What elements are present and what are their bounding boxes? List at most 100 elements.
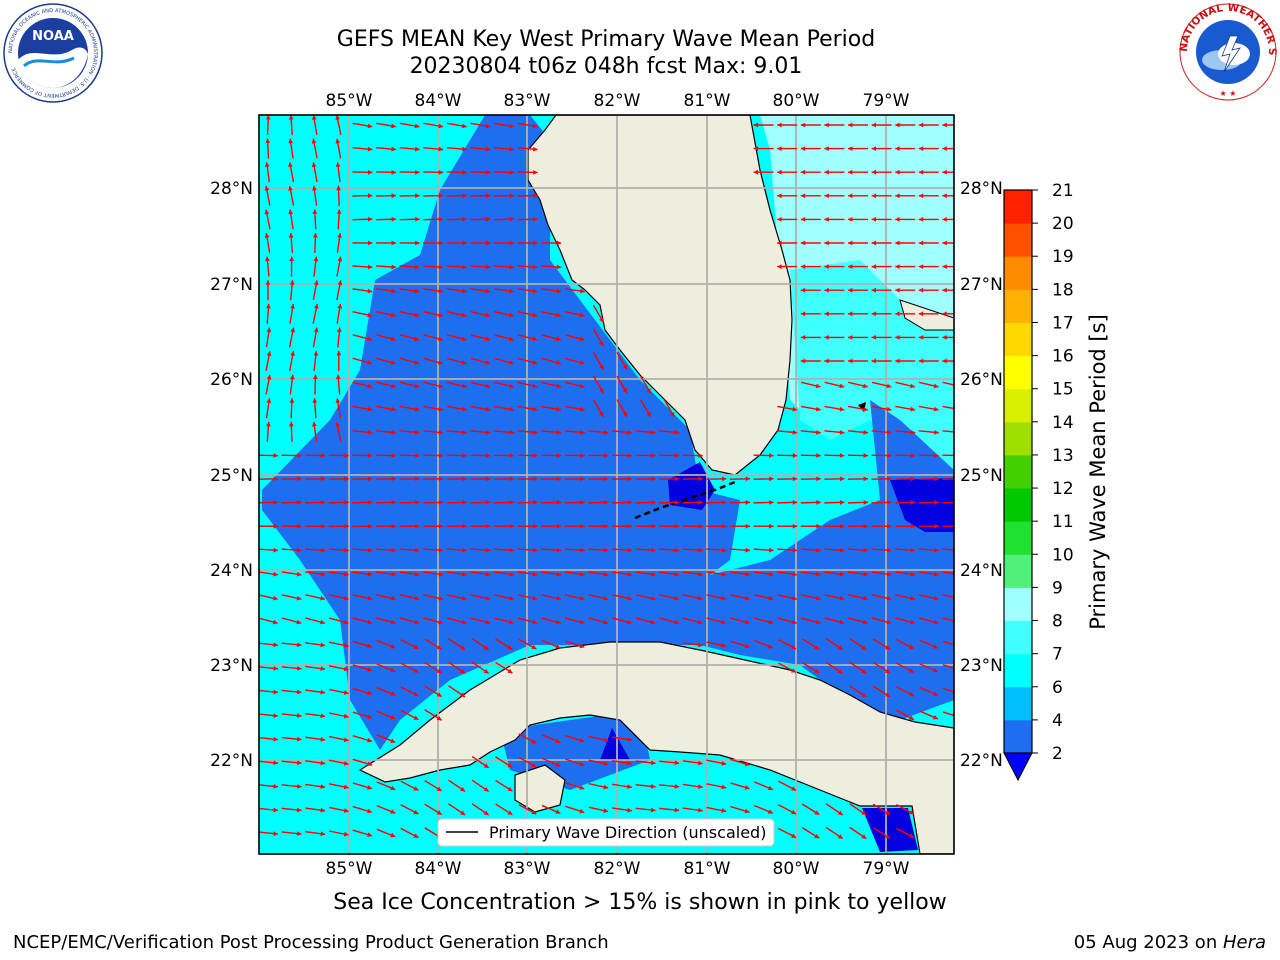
wave-arrowhead (800, 193, 806, 199)
wave-arrowhead (390, 336, 396, 342)
wave-arrowhead (485, 453, 491, 458)
wave-arrowhead (266, 351, 272, 356)
wave-arrowhead (508, 383, 514, 389)
lon-label-top: 81°W (684, 91, 731, 111)
wave-arrowhead (895, 240, 900, 246)
wave-arrowhead (908, 644, 914, 649)
wave-arrowhead (814, 810, 820, 815)
wave-arrowhead (533, 547, 538, 553)
wave-arrowhead (556, 288, 562, 294)
wave-arrowhead (871, 311, 876, 317)
wave-arrowhead (556, 500, 562, 505)
wave-arrowhead (792, 476, 798, 482)
wave-arrowhead (895, 193, 900, 199)
wave-arrowhead (485, 146, 491, 152)
wave-arrowhead (367, 336, 373, 342)
wave-arrowhead (509, 216, 514, 222)
latitude-labels-right: 28°N 27°N 26°N 25°N 24°N 23°N 22°N (960, 179, 1003, 771)
wave-arrowhead (391, 429, 396, 435)
wave-arrowhead (887, 523, 892, 529)
wave-arrowhead (462, 429, 467, 435)
colorbar-segment (1004, 719, 1032, 754)
wave-arrowhead (753, 122, 758, 128)
colorbar-tick-label: 19 (1052, 247, 1074, 267)
wave-arrowhead (390, 714, 396, 720)
wave-arrowhead (895, 169, 900, 175)
wave-arrowhead (698, 500, 703, 505)
lat-label-left: 28°N (210, 179, 253, 199)
wave-arrowhead (508, 360, 514, 365)
wave-arrowhead (335, 374, 341, 380)
wave-arrowhead (942, 217, 947, 222)
wave-arrowhead (674, 453, 680, 458)
land-cuba (358, 641, 954, 854)
wave-arrowhead (721, 595, 727, 601)
wave-arrowhead (509, 523, 514, 529)
wave-arrowhead (908, 691, 914, 697)
wave-arrowhead (745, 523, 750, 529)
colorbar-tick-label: 15 (1052, 380, 1074, 400)
wave-arrowhead (414, 312, 420, 318)
wave-arrowhead (532, 360, 538, 365)
wave-arrowhead (887, 476, 892, 482)
wave-arrowhead (367, 547, 373, 553)
wave-arrowhead (777, 169, 782, 175)
wave-arrowhead (768, 595, 774, 601)
wave-arrowhead (296, 571, 302, 577)
wave-arrowhead (335, 398, 341, 404)
wave-arrowhead (886, 429, 892, 435)
wave-arrowhead (438, 453, 444, 458)
wave-arrowhead (579, 761, 585, 767)
wave-arrowhead (509, 193, 514, 199)
wave-arrowhead (674, 523, 680, 529)
wave-arrowhead (462, 571, 467, 577)
wave-arrowhead (367, 619, 373, 625)
wave-arrowhead (646, 411, 651, 417)
wave-arrowhead (343, 642, 349, 648)
wave-arrowhead (839, 406, 845, 412)
wave-arrowhead (343, 760, 349, 766)
wave-arrowhead (603, 761, 609, 766)
wave-arrowhead (414, 336, 420, 342)
wave-arrowhead (414, 619, 420, 625)
wave-arrowhead (603, 571, 609, 577)
wave-arrowhead (273, 453, 278, 458)
wave-arrowhead (509, 571, 514, 577)
wave-arrowhead (438, 406, 444, 412)
wave-arrowhead (414, 360, 420, 365)
wave-arrowhead (556, 429, 562, 435)
wave-arrowhead (266, 303, 271, 309)
wave-arrowhead (908, 668, 914, 673)
wave-arrowhead (335, 421, 341, 427)
wave-arrowhead (910, 500, 916, 505)
wave-arrowhead (462, 240, 467, 246)
wave-arrowhead (337, 256, 343, 262)
wave-arrowhead (863, 406, 868, 412)
wave-arrowhead (273, 689, 278, 695)
wave-arrowhead (848, 217, 853, 222)
wave-arrowhead (579, 643, 585, 649)
wave-arrowhead (800, 264, 806, 269)
wave-arrowhead (390, 809, 396, 814)
wave-arrowhead (391, 547, 396, 553)
wave-arrowhead (839, 453, 845, 458)
wave-arrowhead (792, 619, 797, 625)
colorbar-segment (1004, 256, 1032, 290)
wave-arrowhead (848, 358, 853, 364)
wave-arrowhead (839, 500, 845, 505)
colorbar-segment (1004, 454, 1032, 489)
footer-date: 05 Aug 2023 on Hera (1074, 932, 1266, 953)
wave-arrowhead (603, 453, 609, 458)
wave-arrowhead (532, 312, 538, 318)
wave-arrowhead (815, 595, 821, 601)
wave-arrowhead (791, 809, 797, 815)
colorbar-segment (1004, 223, 1032, 257)
wave-arrowhead (485, 193, 491, 199)
wave-arrowhead (910, 547, 916, 553)
wave-arrowhead (895, 287, 900, 293)
wave-arrowhead (603, 737, 609, 743)
wave-arrowhead (460, 810, 466, 815)
wave-arrowhead (580, 500, 585, 505)
wave-arrowhead (296, 807, 302, 813)
wave-arrowhead (958, 548, 963, 553)
